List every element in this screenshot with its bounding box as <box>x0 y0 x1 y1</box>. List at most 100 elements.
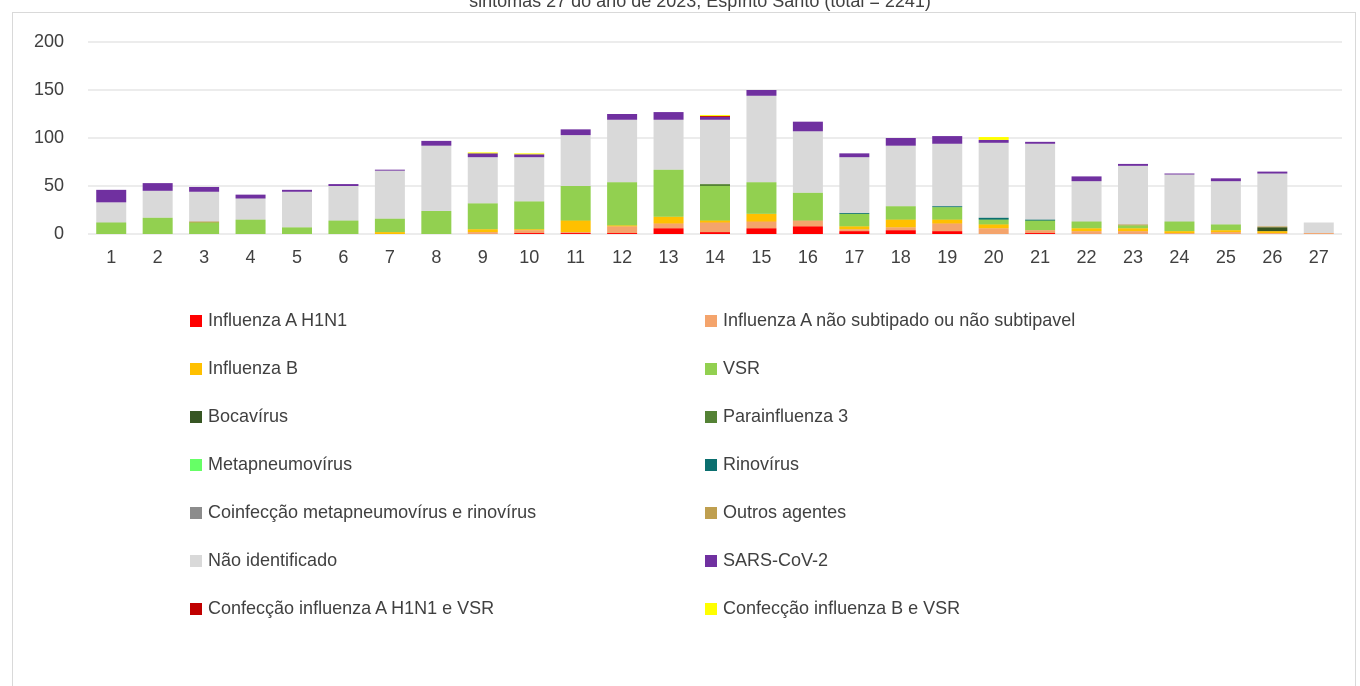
legend-label: Confecção influenza A H1N1 e VSR <box>208 598 494 618</box>
x-tick-label: 12 <box>612 247 632 267</box>
bar-segment <box>700 220 730 223</box>
bar-segment <box>700 115 730 117</box>
legend-swatch <box>705 555 717 567</box>
x-tick-label: 13 <box>659 247 679 267</box>
bar-segment <box>514 153 545 155</box>
legend-label: VSR <box>723 358 760 378</box>
bar-segment <box>1164 233 1195 234</box>
legend-label: Não identificado <box>208 550 337 570</box>
bar-segment <box>1210 230 1241 233</box>
bar-segment <box>978 224 1009 229</box>
bar-segment <box>189 186 220 192</box>
bar-segment <box>96 222 127 234</box>
bar-segment <box>328 184 359 186</box>
y-tick-label: 150 <box>34 79 64 99</box>
bar-segment <box>374 170 405 219</box>
legend-label: Outros agentes <box>723 502 846 522</box>
legend-swatch <box>190 411 202 423</box>
bar-segment <box>700 114 730 116</box>
bar-segment <box>885 227 916 231</box>
bar-segment <box>142 183 173 191</box>
legend-swatch <box>705 411 717 423</box>
bar-segment <box>421 210 452 234</box>
bar-segment <box>839 212 870 214</box>
bar-segment <box>978 217 1009 220</box>
bar-segment <box>560 135 591 186</box>
bar-segment <box>514 201 545 230</box>
bar-segment <box>839 231 870 234</box>
bar-segment <box>792 131 823 193</box>
bar-segment <box>282 189 312 192</box>
bar-segment <box>885 145 916 207</box>
bar-segment <box>142 217 173 234</box>
bar-segment <box>1303 233 1334 234</box>
bar-segment <box>746 228 777 234</box>
bar-segment <box>1210 178 1241 182</box>
bar-segment <box>235 194 266 199</box>
legend-label: Coinfecção metapneumovírus e rinovírus <box>208 502 536 522</box>
bar-segment <box>700 184 730 186</box>
legend-swatch <box>190 459 202 471</box>
bar-segment <box>1071 221 1102 229</box>
y-tick-label: 50 <box>44 175 64 195</box>
x-tick-label: 7 <box>385 247 395 267</box>
x-tick-label: 25 <box>1216 247 1236 267</box>
x-tick-label: 23 <box>1123 247 1143 267</box>
legend-swatch <box>705 315 717 327</box>
bar-segment <box>700 116 730 120</box>
bar-segment <box>421 140 452 146</box>
x-tick-label: 11 <box>566 247 585 267</box>
x-tick-label: 5 <box>292 247 302 267</box>
bar-segment <box>1025 219 1056 221</box>
bar-segment <box>467 157 498 204</box>
bar-segment <box>700 119 730 185</box>
bar-segment <box>1257 173 1288 227</box>
bar-segment <box>1257 171 1288 174</box>
bar-segment <box>514 154 545 158</box>
bar-segment <box>792 192 823 221</box>
bar-segment <box>328 220 359 234</box>
bar-segment <box>1257 231 1288 234</box>
bar-segment <box>746 90 777 96</box>
x-tick-label: 24 <box>1169 247 1189 267</box>
x-tick-label: 17 <box>844 247 864 267</box>
bar-segment <box>839 213 870 227</box>
legend-swatch <box>705 459 717 471</box>
bar-segment <box>700 232 730 234</box>
bar-segment <box>1118 225 1148 229</box>
x-tick-label: 4 <box>246 247 256 267</box>
x-tick-label: 22 <box>1077 247 1097 267</box>
bar-segment <box>1164 221 1195 232</box>
bar-segment <box>1071 176 1102 182</box>
legend-label: Parainfluenza 3 <box>723 406 848 426</box>
bar-segment <box>1118 163 1148 166</box>
legend-swatch <box>190 315 202 327</box>
bar-segment <box>932 223 963 232</box>
bar-segment <box>142 190 173 218</box>
bar-segment <box>932 136 963 144</box>
bar-segment <box>1210 224 1241 231</box>
bar-segment <box>978 137 1009 140</box>
bar-segment <box>467 203 498 230</box>
bar-segment <box>1025 233 1056 234</box>
bar-segment <box>653 216 684 224</box>
bar-segment <box>1210 181 1241 225</box>
bar-segment <box>282 227 312 234</box>
bar-segment <box>282 191 312 228</box>
legend-label: Influenza B <box>208 358 298 378</box>
bar-segment <box>885 138 916 146</box>
bar-segment <box>839 153 870 158</box>
x-tick-label: 1 <box>106 247 116 267</box>
bar-segment <box>560 186 591 221</box>
legend-swatch <box>190 603 202 615</box>
bar-segment <box>700 222 730 233</box>
bar-segment <box>235 198 266 220</box>
bar-segment <box>421 145 452 211</box>
bar-segment <box>96 202 127 223</box>
bar-segment <box>1118 228 1148 232</box>
bar-segment <box>978 228 1009 234</box>
bar-segment <box>1118 165 1148 225</box>
legend-label: Bocavírus <box>208 406 288 426</box>
bar-segment <box>374 232 405 234</box>
